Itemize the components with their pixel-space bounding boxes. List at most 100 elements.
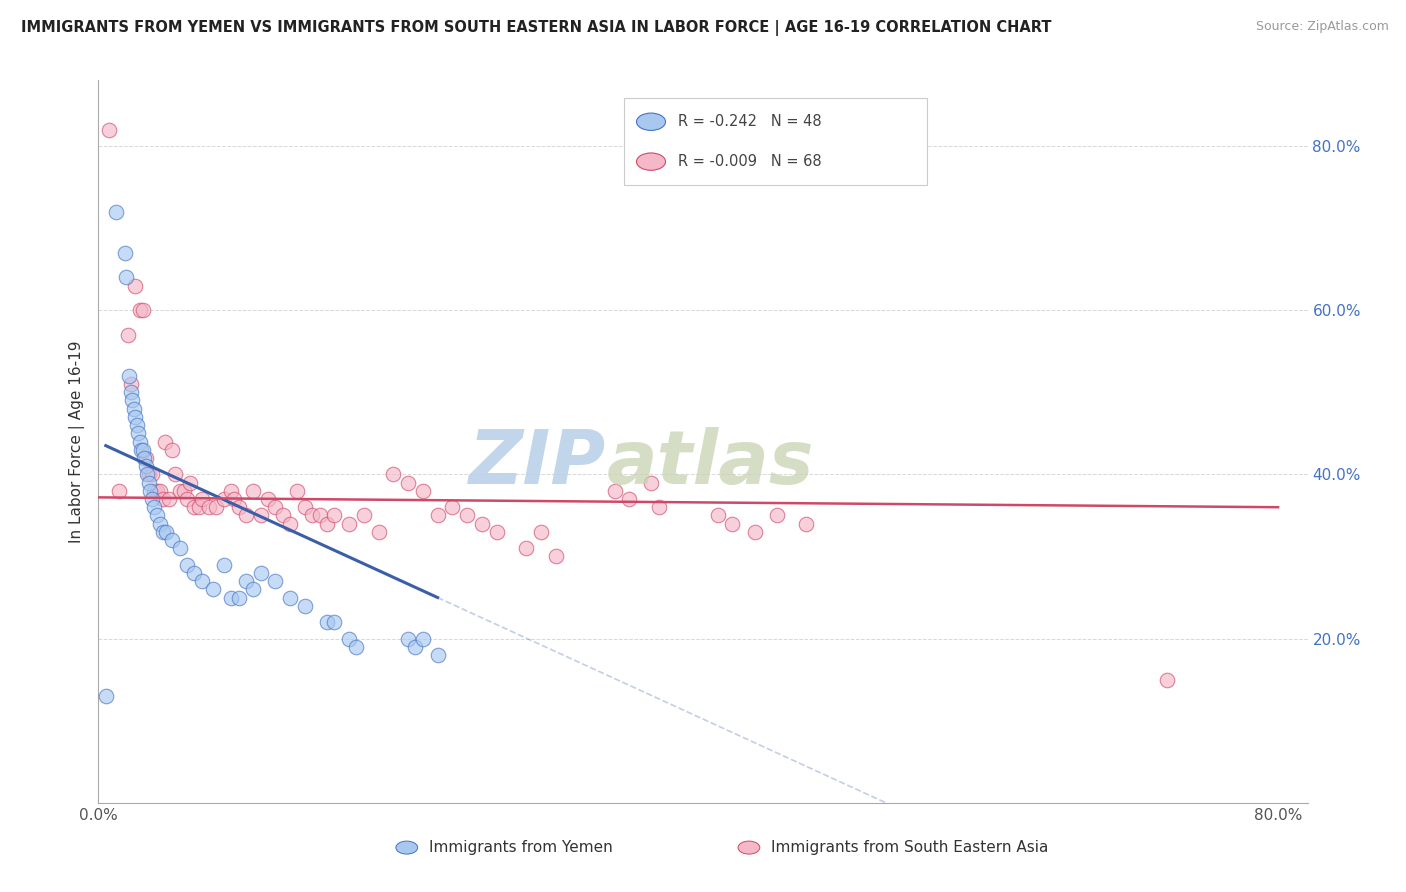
Point bbox=[648, 500, 671, 515]
Point bbox=[308, 508, 330, 523]
FancyBboxPatch shape bbox=[624, 98, 927, 185]
Point bbox=[146, 508, 169, 523]
Point bbox=[169, 483, 191, 498]
Point bbox=[242, 582, 264, 597]
Point bbox=[1156, 673, 1178, 687]
Point bbox=[222, 491, 245, 506]
Y-axis label: In Labor Force | Age 16-19: In Labor Force | Age 16-19 bbox=[69, 340, 86, 543]
Point bbox=[187, 500, 209, 515]
Point bbox=[108, 483, 131, 498]
Point bbox=[138, 467, 160, 482]
Point bbox=[124, 278, 146, 293]
Point bbox=[603, 483, 626, 498]
Point bbox=[120, 385, 142, 400]
Point bbox=[115, 270, 138, 285]
Point bbox=[619, 491, 641, 506]
Point bbox=[219, 483, 242, 498]
Point bbox=[160, 442, 183, 457]
Point bbox=[135, 450, 157, 465]
Point bbox=[323, 615, 346, 630]
Circle shape bbox=[396, 841, 418, 855]
Point bbox=[190, 491, 212, 506]
Point bbox=[122, 401, 145, 416]
Point bbox=[127, 426, 149, 441]
Point bbox=[135, 459, 157, 474]
Point bbox=[706, 508, 728, 523]
Point bbox=[228, 500, 250, 515]
Point bbox=[173, 483, 195, 498]
Circle shape bbox=[637, 113, 665, 130]
Point bbox=[149, 483, 172, 498]
Point bbox=[202, 582, 225, 597]
Point bbox=[396, 632, 419, 646]
Circle shape bbox=[738, 841, 759, 855]
Point bbox=[441, 500, 464, 515]
Point bbox=[264, 500, 287, 515]
Point bbox=[367, 524, 389, 539]
Point bbox=[337, 632, 360, 646]
Point bbox=[264, 574, 287, 588]
Point bbox=[152, 524, 174, 539]
Point bbox=[141, 467, 163, 482]
Point bbox=[278, 516, 301, 531]
Point bbox=[157, 491, 180, 506]
Text: atlas: atlas bbox=[606, 426, 814, 500]
Point bbox=[153, 434, 176, 449]
Point bbox=[139, 483, 162, 498]
Point bbox=[219, 591, 242, 605]
Point bbox=[640, 475, 662, 490]
Point bbox=[128, 303, 150, 318]
Point bbox=[544, 549, 567, 564]
Point bbox=[337, 516, 360, 531]
Point bbox=[426, 648, 449, 662]
Point bbox=[131, 303, 153, 318]
Point bbox=[316, 516, 339, 531]
Point bbox=[249, 566, 271, 580]
Point bbox=[176, 558, 198, 572]
Point bbox=[152, 491, 174, 506]
Point bbox=[794, 516, 817, 531]
Point bbox=[485, 524, 508, 539]
Point bbox=[136, 467, 159, 482]
Point bbox=[105, 204, 128, 219]
Point bbox=[114, 245, 136, 260]
Point bbox=[412, 483, 434, 498]
Text: ZIP: ZIP bbox=[470, 426, 606, 500]
Text: Source: ZipAtlas.com: Source: ZipAtlas.com bbox=[1256, 20, 1389, 33]
Point bbox=[183, 566, 205, 580]
Point bbox=[124, 409, 146, 424]
Point bbox=[744, 524, 766, 539]
Point bbox=[141, 491, 163, 506]
Point bbox=[235, 574, 257, 588]
Point bbox=[149, 516, 172, 531]
Text: Immigrants from Yemen: Immigrants from Yemen bbox=[429, 840, 612, 855]
Point bbox=[471, 516, 494, 531]
Point bbox=[426, 508, 449, 523]
Point bbox=[396, 475, 419, 490]
Point bbox=[131, 442, 153, 457]
Point bbox=[129, 442, 152, 457]
Point bbox=[121, 393, 143, 408]
Point bbox=[765, 508, 787, 523]
Point bbox=[257, 491, 280, 506]
Point bbox=[346, 640, 368, 654]
Point bbox=[235, 508, 257, 523]
Point bbox=[456, 508, 478, 523]
Point bbox=[128, 434, 150, 449]
Point bbox=[118, 368, 141, 383]
Point bbox=[530, 524, 553, 539]
Text: R = -0.242   N = 48: R = -0.242 N = 48 bbox=[678, 114, 821, 129]
Point bbox=[412, 632, 434, 646]
Point bbox=[294, 599, 316, 613]
Point bbox=[515, 541, 537, 556]
Point bbox=[294, 500, 316, 515]
Point bbox=[212, 491, 235, 506]
Point bbox=[287, 483, 309, 498]
Point bbox=[721, 516, 744, 531]
Point bbox=[125, 418, 148, 433]
Point bbox=[146, 483, 169, 498]
Point bbox=[97, 122, 120, 136]
Point bbox=[323, 508, 346, 523]
Point bbox=[143, 483, 166, 498]
Point bbox=[242, 483, 264, 498]
